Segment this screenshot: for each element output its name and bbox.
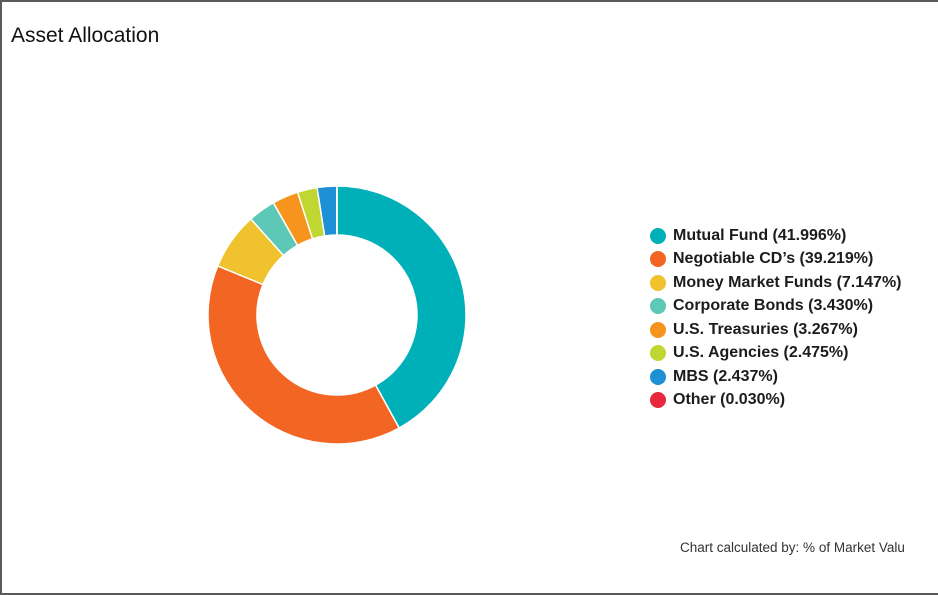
- chart-footnote: Chart calculated by: % of Market Valu: [680, 540, 905, 555]
- legend-label: U.S. Agencies (2.475%): [673, 344, 849, 362]
- legend-label: Other (0.030%): [673, 391, 786, 409]
- legend-item-money-market-funds[interactable]: Money Market Funds (7.147%): [650, 271, 902, 295]
- legend-label: MBS (2.437%): [673, 367, 778, 385]
- legend-swatch: [650, 274, 666, 291]
- legend-item-mutual-fund[interactable]: Mutual Fund (41.996%): [650, 224, 902, 248]
- legend-label: Negotiable CD’s (39.219%): [673, 250, 874, 268]
- legend-swatch: [650, 368, 666, 385]
- legend-item-other[interactable]: Other (0.030%): [650, 389, 902, 413]
- legend-item-mbs[interactable]: MBS (2.437%): [650, 365, 902, 389]
- donut-slice-mutual-fund[interactable]: [336, 185, 467, 429]
- legend-swatch: [650, 345, 666, 362]
- legend-item-u-s-treasuries[interactable]: U.S. Treasuries (3.267%): [650, 318, 902, 342]
- legend-label: Corporate Bonds (3.430%): [673, 297, 874, 315]
- legend-label: U.S. Treasuries (3.267%): [673, 320, 858, 338]
- legend-label: Money Market Funds (7.147%): [673, 273, 902, 291]
- legend-swatch: [650, 321, 666, 338]
- legend-swatch: [650, 251, 666, 268]
- donut-slice-negotiable-cd-s[interactable]: [207, 265, 400, 445]
- legend-label: Mutual Fund (41.996%): [673, 226, 847, 244]
- legend-swatch: [650, 298, 666, 315]
- legend-item-corporate-bonds[interactable]: Corporate Bonds (3.430%): [650, 295, 902, 319]
- legend-item-negotiable-cd-s[interactable]: Negotiable CD’s (39.219%): [650, 248, 902, 272]
- legend-swatch: [650, 227, 666, 244]
- chart-title: Asset Allocation: [11, 24, 160, 47]
- legend-item-u-s-agencies[interactable]: U.S. Agencies (2.475%): [650, 342, 902, 366]
- chart-legend: Mutual Fund (41.996%) Negotiable CD’s (39…: [650, 224, 902, 412]
- legend-swatch: [650, 392, 666, 409]
